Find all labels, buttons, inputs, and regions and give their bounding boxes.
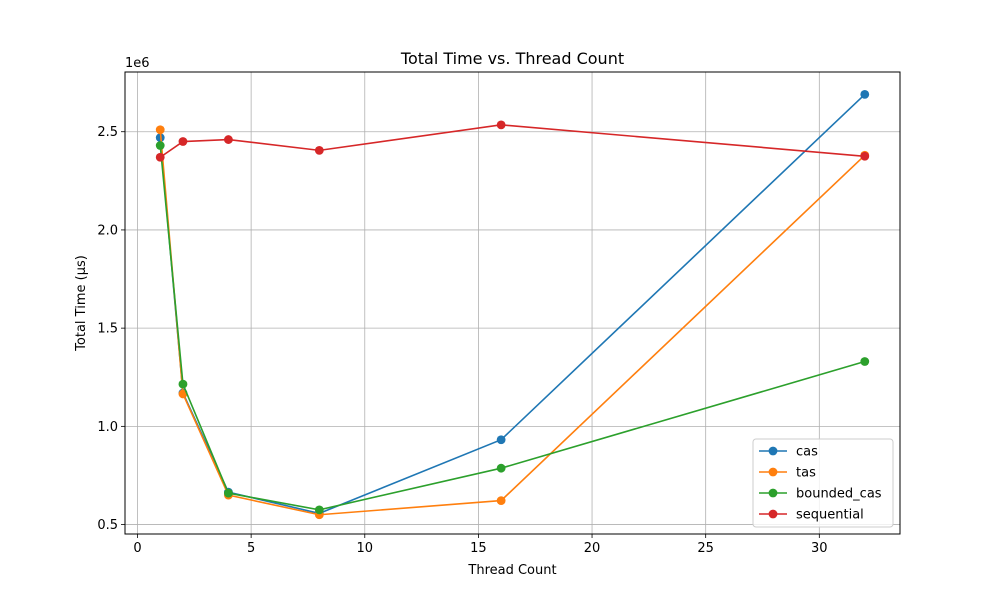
y-tick-label: 1.0 [97,420,118,435]
x-tick-label: 15 [470,541,487,556]
series-line-sequential [159,124,865,158]
legend-marker-tas [768,467,778,477]
data-point-bounded_cas [178,379,188,389]
legend: cas tas bounded_cas sequential [752,438,894,528]
x-tick-label: 25 [697,541,714,556]
data-point-cas [860,89,870,99]
x-tick-label: 0 [133,541,141,556]
data-point-bounded_cas [496,463,506,473]
legend-marker-sequential [768,509,778,519]
legend-marker-bounded_cas [768,488,778,498]
y-tick-label: 1.5 [97,322,118,337]
legend-label-tas: tas [796,466,816,481]
y-axis-label: Total Time (µs) [74,255,89,352]
data-point-bounded_cas [860,357,870,366]
data-point-sequential [155,152,165,162]
x-tick-label: 10 [356,541,373,556]
data-point-tas [155,125,165,135]
data-point-bounded_cas [224,488,233,498]
data-point-cas [496,435,506,445]
y-tick-label: 2.5 [97,125,118,140]
data-point-bounded_cas [314,505,324,515]
legend-box [752,438,894,528]
x-tick-label: 5 [247,541,255,556]
legend-marker-cas [768,446,778,456]
plot-frame [124,71,901,535]
series-layer [155,89,870,520]
grid [125,72,900,534]
series-line-bounded_cas [159,145,865,511]
x-tick-label: 20 [584,541,601,556]
ticks: 0 5 10 15 20 25 30 0.5 1.0 1.5 2.0 2.5 [97,125,827,556]
x-axis-label: Thread Count [467,563,556,578]
chart-title: Total Time vs. Thread Count [400,49,624,68]
legend-label-bounded_cas: bounded_cas [796,487,882,502]
legend-label-sequential: sequential [796,508,864,523]
legend-label-cas: cas [796,445,818,460]
y-tick-label: 0.5 [97,518,118,533]
data-point-tas [496,496,506,506]
data-point-tas [178,389,188,399]
x-tick-label: 30 [811,541,828,556]
data-point-sequential [178,137,188,146]
data-point-sequential [496,120,506,130]
data-point-sequential [224,135,233,144]
data-point-sequential [314,145,324,155]
y-offset-label: 1e6 [125,56,150,71]
y-tick-label: 2.0 [97,223,118,238]
data-point-bounded_cas [155,141,165,150]
data-point-sequential [860,151,870,161]
